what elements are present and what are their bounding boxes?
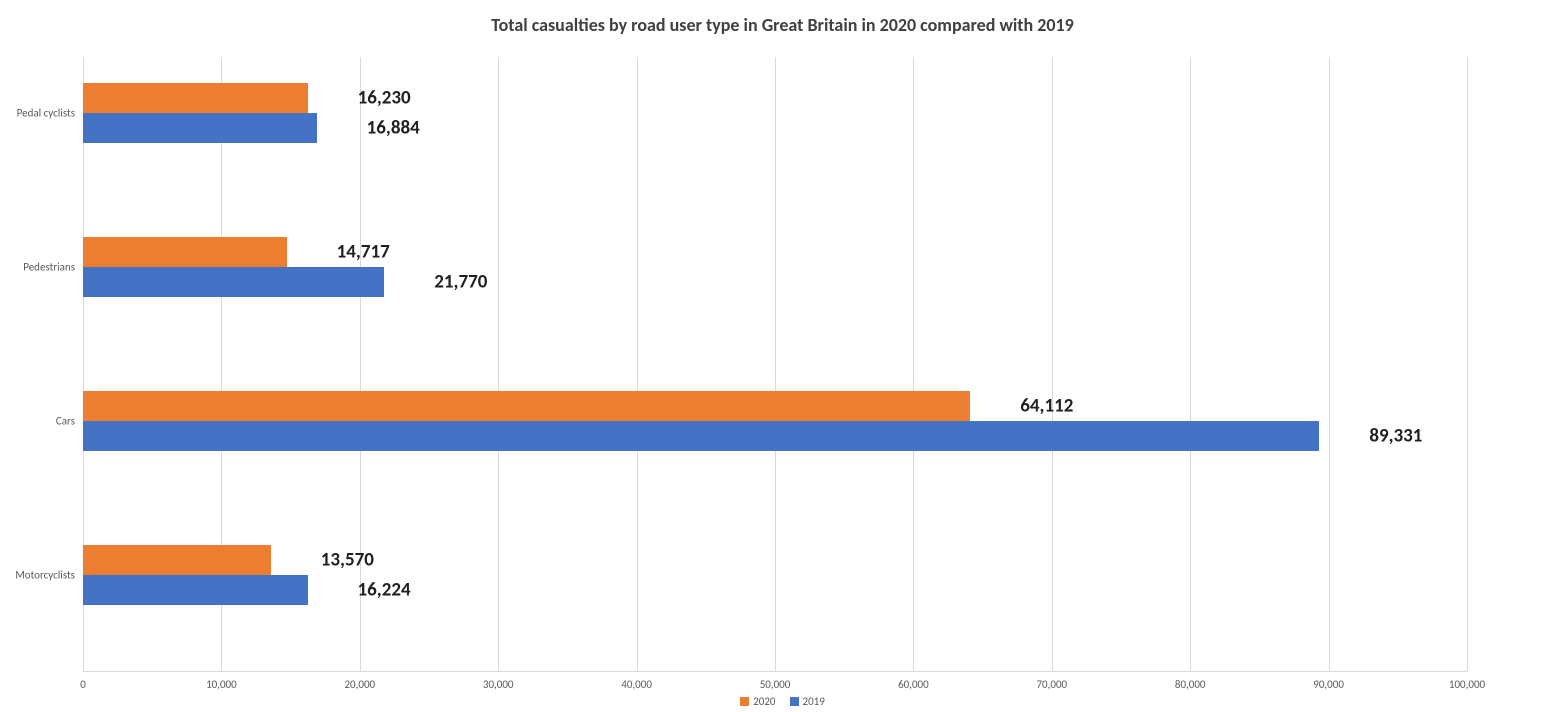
y-category-label: Cars bbox=[56, 415, 75, 428]
x-tick-label: 20,000 bbox=[344, 678, 375, 691]
bar-2019 bbox=[83, 113, 317, 143]
legend-swatch-2019 bbox=[790, 697, 799, 706]
legend-swatch-2020 bbox=[740, 697, 749, 706]
x-tick-label: 10,000 bbox=[206, 678, 237, 691]
data-label: 89,331 bbox=[1369, 425, 1422, 448]
gridline bbox=[1329, 57, 1330, 672]
data-label: 16,884 bbox=[367, 117, 420, 140]
legend-item-2020: 2020 bbox=[740, 695, 775, 708]
legend-item-2019: 2019 bbox=[790, 695, 825, 708]
bar-2019 bbox=[83, 575, 308, 605]
chart-title: Total casualties by road user type in Gr… bbox=[0, 14, 1565, 36]
gridline bbox=[775, 57, 776, 672]
gridline bbox=[913, 57, 914, 672]
gridline bbox=[1052, 57, 1053, 672]
bar-2020 bbox=[83, 545, 271, 575]
y-category-label: Pedal cyclists bbox=[17, 107, 75, 120]
bar-2019 bbox=[83, 267, 384, 297]
x-tick-label: 0 bbox=[80, 678, 86, 691]
x-tick-label: 100,000 bbox=[1449, 678, 1485, 691]
x-tick-label: 60,000 bbox=[898, 678, 929, 691]
x-tick-label: 30,000 bbox=[483, 678, 514, 691]
y-category-label: Pedestrians bbox=[23, 261, 75, 274]
x-tick-label: 70,000 bbox=[1036, 678, 1067, 691]
chart-container: Total casualties by road user type in Gr… bbox=[0, 0, 1565, 712]
data-label: 13,570 bbox=[321, 549, 374, 572]
bar-2020 bbox=[83, 83, 308, 113]
gridline bbox=[637, 57, 638, 672]
data-label: 64,112 bbox=[1020, 395, 1073, 418]
data-label: 16,224 bbox=[358, 579, 411, 602]
data-label: 21,770 bbox=[434, 271, 487, 294]
x-tick-label: 50,000 bbox=[760, 678, 791, 691]
bar-2020 bbox=[83, 237, 287, 267]
legend-label-2020: 2020 bbox=[753, 695, 775, 708]
bar-2019 bbox=[83, 421, 1319, 451]
legend-label-2019: 2019 bbox=[803, 695, 825, 708]
gridline bbox=[1190, 57, 1191, 672]
gridline bbox=[1467, 57, 1468, 672]
bar-2020 bbox=[83, 391, 970, 421]
x-tick-label: 90,000 bbox=[1313, 678, 1344, 691]
gridline bbox=[498, 57, 499, 672]
x-tick-label: 80,000 bbox=[1175, 678, 1206, 691]
legend: 2020 2019 bbox=[0, 695, 1565, 708]
data-label: 16,230 bbox=[358, 87, 411, 110]
x-tick-label: 40,000 bbox=[621, 678, 652, 691]
data-label: 14,717 bbox=[337, 241, 390, 264]
plot-area: 010,00020,00030,00040,00050,00060,00070,… bbox=[83, 57, 1467, 672]
y-category-label: Motorcyclists bbox=[15, 569, 75, 582]
